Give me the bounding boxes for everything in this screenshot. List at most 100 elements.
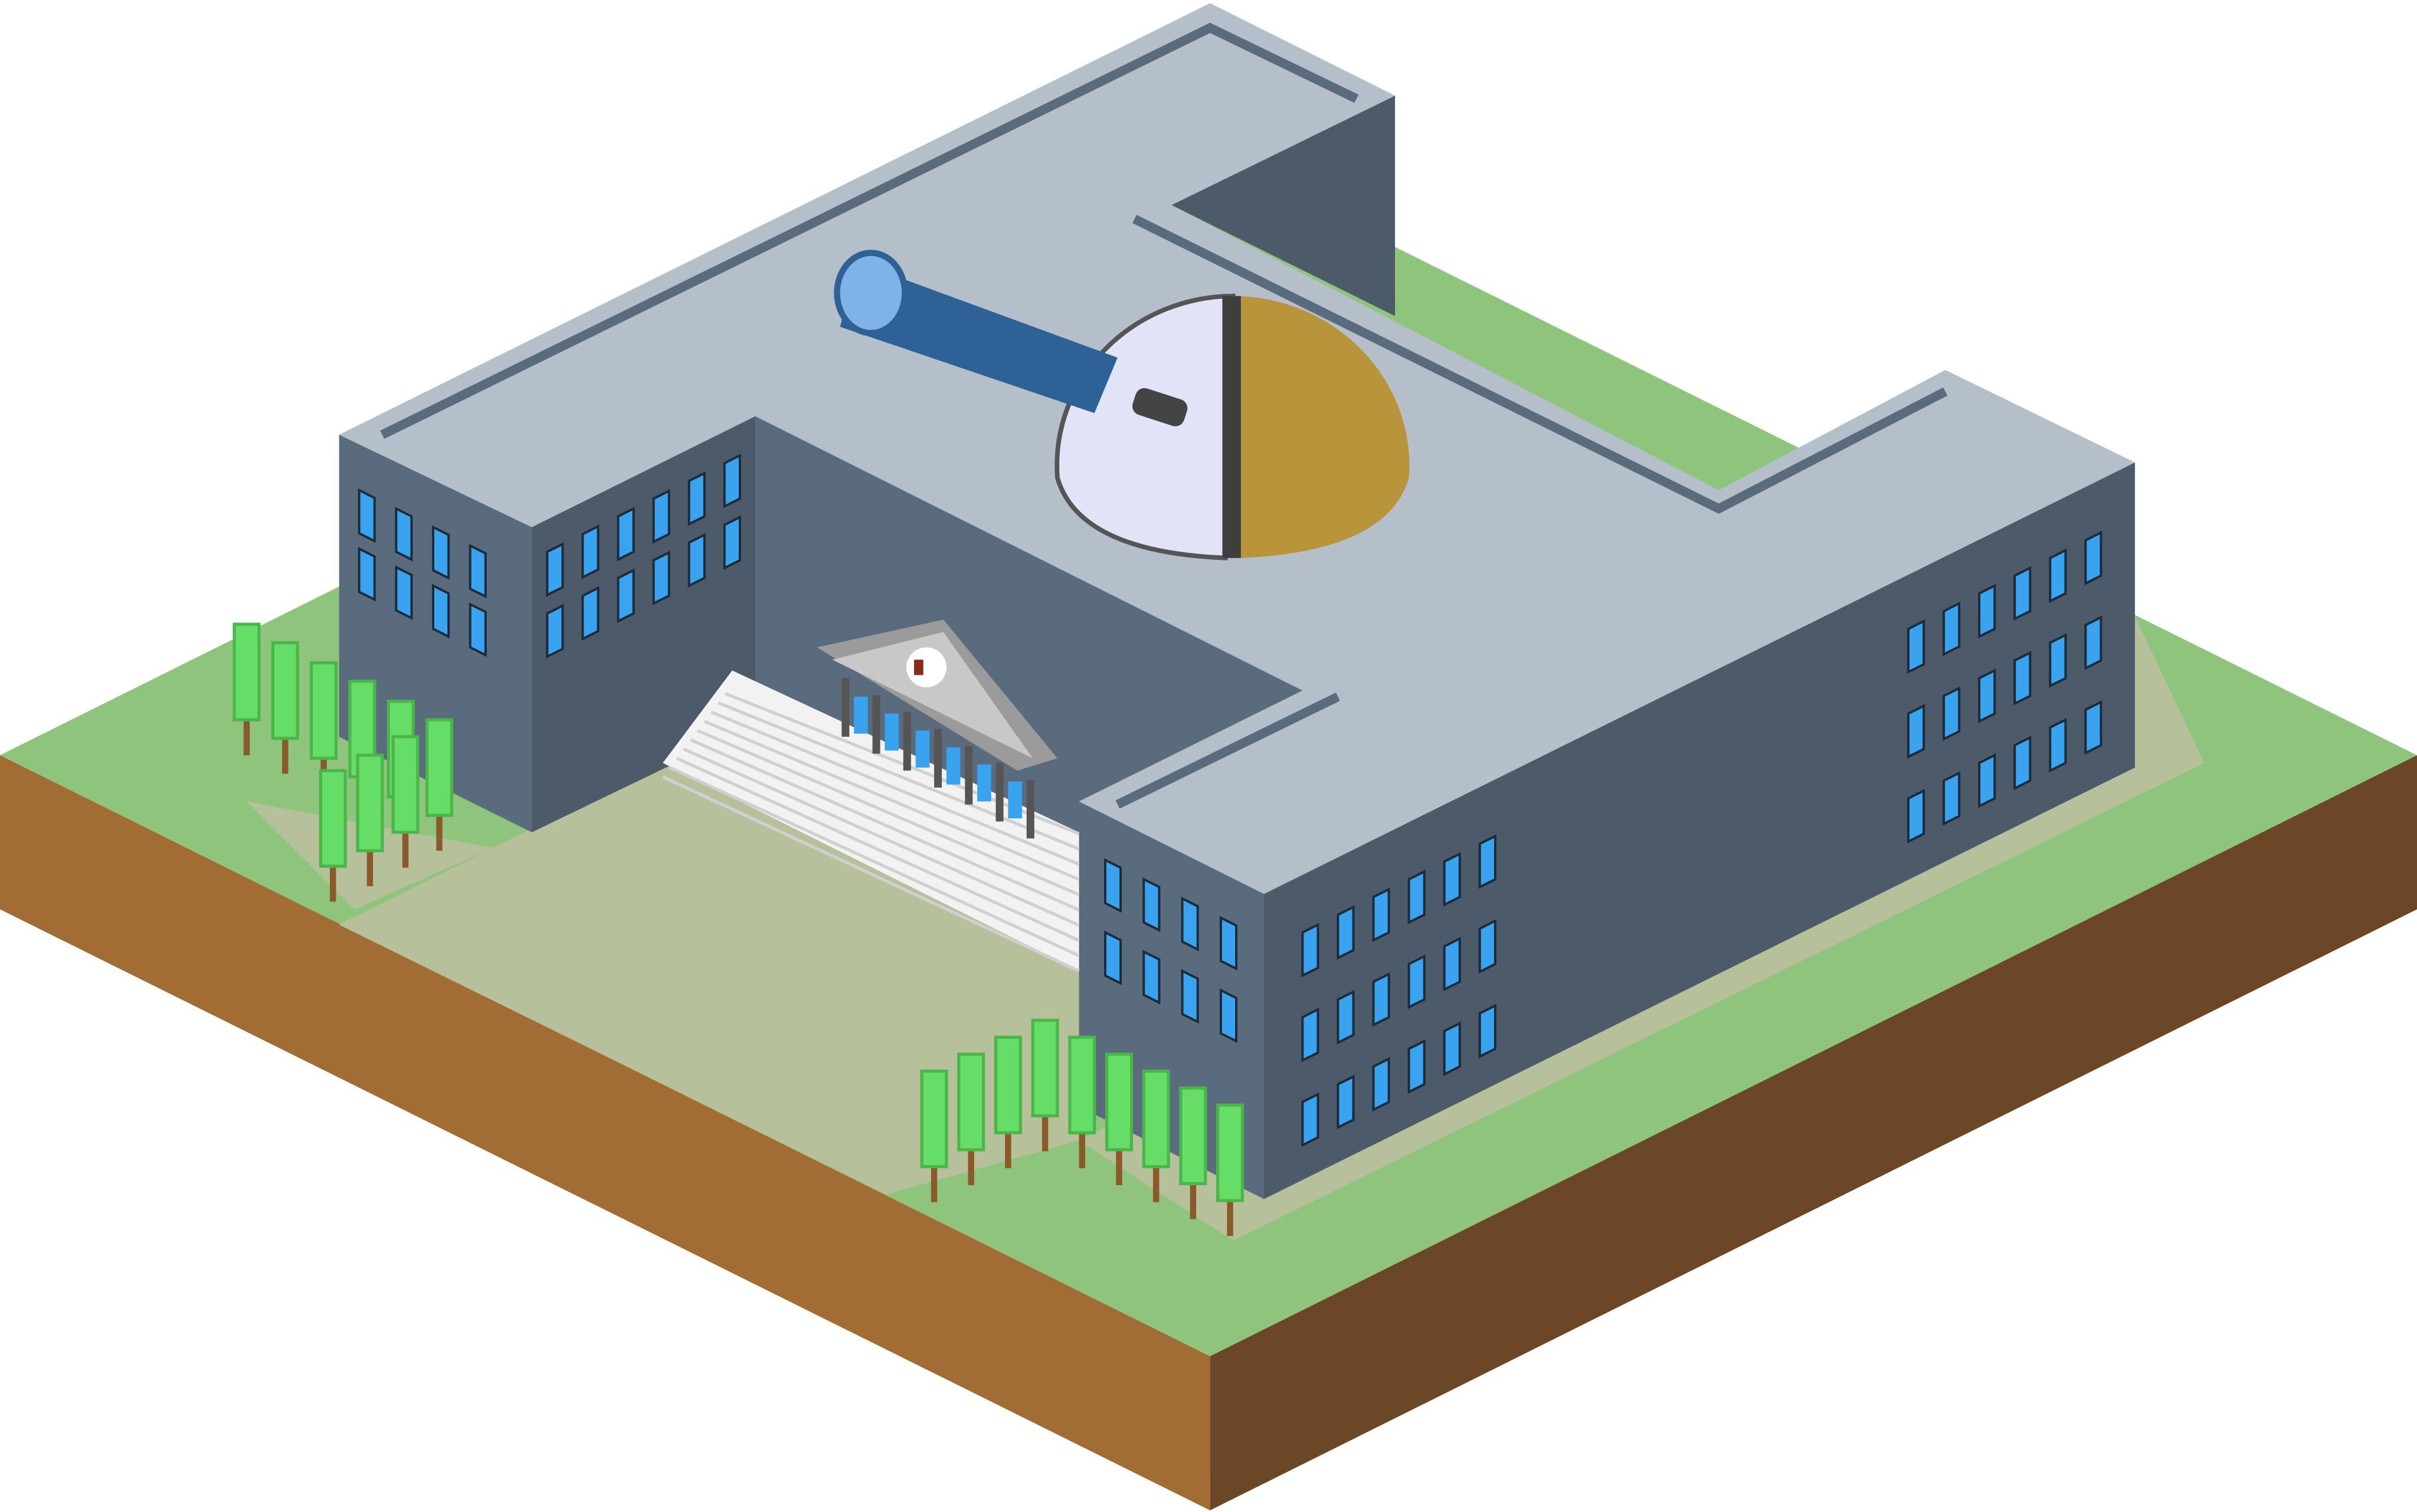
window xyxy=(1443,936,1461,992)
window xyxy=(1478,1003,1496,1059)
window xyxy=(1372,1057,1390,1112)
tree-crown xyxy=(391,735,420,834)
door xyxy=(915,730,930,768)
tree-crown xyxy=(1068,1035,1096,1134)
column xyxy=(1026,779,1034,839)
path xyxy=(339,763,1079,1195)
window xyxy=(1978,668,1996,723)
telescope-tube xyxy=(840,262,1118,414)
door xyxy=(885,713,899,751)
window xyxy=(1407,870,1426,924)
tree-crown xyxy=(1179,1086,1207,1186)
windows xyxy=(358,453,2102,1147)
stair-line xyxy=(710,710,1080,866)
stair-line xyxy=(676,757,1080,942)
door xyxy=(977,764,991,802)
columns xyxy=(841,678,1034,839)
window xyxy=(723,515,741,570)
door xyxy=(1008,781,1022,819)
window xyxy=(395,507,413,562)
window xyxy=(617,568,635,624)
window xyxy=(1407,1039,1426,1094)
tree-crown xyxy=(271,641,299,740)
tree-crown xyxy=(920,1070,948,1169)
window xyxy=(2049,717,2067,773)
window xyxy=(2049,548,2067,604)
window xyxy=(2084,700,2102,755)
tree-trunk xyxy=(366,839,374,887)
window xyxy=(546,604,564,659)
window xyxy=(2084,530,2102,586)
window xyxy=(1943,771,1961,826)
window xyxy=(1443,1021,1461,1077)
window xyxy=(1407,954,1426,1009)
stair-line xyxy=(718,701,1080,851)
stair-line xyxy=(697,729,1080,897)
window xyxy=(432,525,450,580)
window xyxy=(2049,633,2067,688)
column xyxy=(995,763,1004,822)
dome-right xyxy=(1233,296,1410,558)
window xyxy=(1372,887,1390,942)
parapet xyxy=(1115,692,1340,809)
window xyxy=(1337,905,1355,960)
window xyxy=(395,565,413,620)
stair-line xyxy=(683,747,1080,927)
window xyxy=(687,471,706,526)
window xyxy=(1219,988,1237,1043)
telescope-lens xyxy=(834,250,908,336)
door xyxy=(854,696,868,734)
portico-emblem xyxy=(906,647,947,688)
window xyxy=(1104,930,1122,985)
window xyxy=(1372,972,1390,1027)
column xyxy=(903,712,911,771)
tree-trunk xyxy=(1042,1105,1049,1152)
window xyxy=(1181,896,1199,952)
tree-trunk xyxy=(1116,1139,1122,1186)
steps xyxy=(663,670,1079,971)
column xyxy=(934,729,942,788)
stair-line xyxy=(703,720,1080,881)
window xyxy=(1142,950,1161,1005)
tree-trunk xyxy=(968,1139,974,1186)
tree-crown xyxy=(232,622,261,721)
tree-crown xyxy=(425,718,453,817)
tree-trunk xyxy=(330,855,336,902)
tree-trunk xyxy=(243,709,250,756)
window xyxy=(1301,1008,1319,1062)
soil-right xyxy=(1210,755,2417,1511)
tree-trunk xyxy=(282,727,289,774)
window xyxy=(581,586,600,641)
window xyxy=(358,488,376,543)
column xyxy=(841,678,850,737)
window xyxy=(546,542,564,597)
door xyxy=(946,747,961,785)
window xyxy=(1181,969,1199,1024)
portico-front xyxy=(832,632,1033,759)
tree-crown xyxy=(957,1052,985,1152)
window xyxy=(432,583,450,639)
window xyxy=(652,489,670,544)
window xyxy=(1142,877,1161,932)
stair-line xyxy=(662,775,1080,973)
telescope-mount xyxy=(1132,388,1188,427)
tree-trunk xyxy=(1079,1121,1086,1169)
soil-left xyxy=(0,755,1210,1511)
tree-crown xyxy=(1216,1103,1244,1202)
window xyxy=(1478,834,1496,889)
back-wall xyxy=(1171,96,1396,316)
window xyxy=(1943,601,1961,657)
window xyxy=(581,524,600,579)
window xyxy=(358,546,376,602)
tree-trunk xyxy=(1152,1156,1160,1202)
tree-trunk xyxy=(436,804,443,851)
tree-trunk xyxy=(402,821,409,868)
tree-crown xyxy=(356,753,384,852)
stair-line xyxy=(669,766,1080,957)
tree-crown xyxy=(994,1035,1022,1134)
window xyxy=(1301,1092,1319,1147)
window xyxy=(1907,704,1925,759)
window xyxy=(1104,858,1122,913)
